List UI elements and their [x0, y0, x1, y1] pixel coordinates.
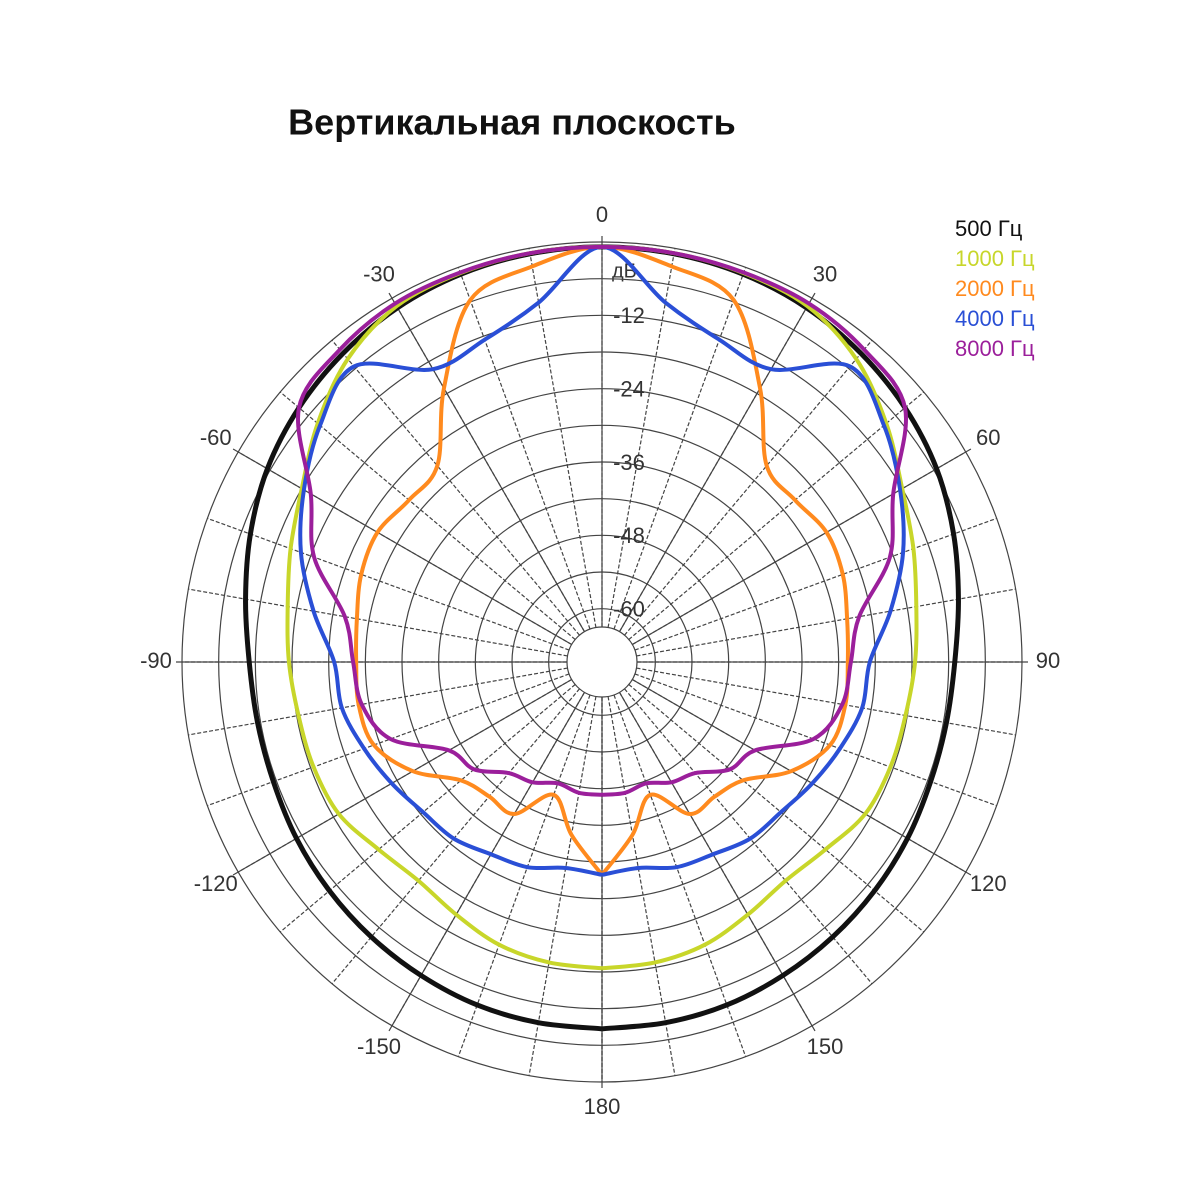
grid-spoke [188, 588, 568, 657]
theta-axis [388, 292, 586, 632]
grid-spoke [279, 684, 576, 933]
inner-circle [566, 626, 638, 698]
grid-spoke [607, 248, 676, 628]
r-tick-label: -60 [613, 596, 645, 621]
grid-spoke [331, 688, 580, 985]
grid-circle [474, 534, 730, 790]
theta-axis [232, 678, 572, 876]
series-line [296, 244, 908, 797]
grid-spoke [188, 667, 568, 736]
grid-spoke [613, 267, 747, 630]
grid-spoke [636, 588, 1016, 657]
theta-tick-label: -120 [194, 871, 238, 896]
grid-spoke [457, 694, 591, 1057]
grid-circle [254, 314, 950, 1010]
chart-title: Вертикальная плоскость [288, 102, 736, 143]
grid-spoke [528, 248, 597, 628]
theta-axis [632, 678, 972, 876]
theta-tick-label: 60 [976, 425, 1000, 450]
legend-entry: 4000 Гц [955, 306, 1035, 331]
theta-tick-label: 0 [596, 202, 608, 227]
theta-tick-label: 120 [970, 871, 1007, 896]
theta-tick-label: -60 [200, 425, 232, 450]
theta-tick-label: 90 [1036, 648, 1060, 673]
legend-entry: 500 Гц [955, 216, 1023, 241]
grid-spoke [628, 684, 925, 933]
theta-axis [232, 448, 572, 646]
theta-tick-label: -150 [357, 1034, 401, 1059]
grid-spoke [607, 696, 676, 1076]
r-tick-label: -12 [613, 303, 645, 328]
theta-tick-label: 180 [584, 1094, 621, 1119]
grid-circle [548, 608, 656, 716]
grid-spoke [279, 391, 576, 640]
theta-tick-label: 150 [807, 1034, 844, 1059]
grid-spoke [634, 517, 997, 651]
grid-spoke [207, 517, 570, 651]
r-tick-label: -24 [613, 376, 645, 401]
theta-axis [632, 448, 972, 646]
grid-spoke [331, 339, 580, 636]
grid-spoke [457, 267, 591, 630]
grid-spoke [628, 391, 925, 640]
theta-tick-label: -90 [140, 648, 172, 673]
r-tick-label: -36 [613, 450, 645, 475]
theta-tick-label: 30 [813, 262, 837, 287]
grid-spoke [624, 688, 873, 985]
grid-spoke [613, 694, 747, 1057]
grid-spoke [636, 667, 1016, 736]
grid-circle [328, 388, 876, 936]
legend-entry: 8000 Гц [955, 336, 1035, 361]
theta-tick-label: -30 [363, 262, 395, 287]
legend-entry: 1000 Гц [955, 246, 1035, 271]
grid-circle [401, 461, 803, 863]
grid-spoke [528, 696, 597, 1076]
grid-spoke [624, 339, 873, 636]
theta-axis [618, 292, 816, 632]
legend-entry: 2000 Гц [955, 276, 1035, 301]
r-tick-label: -48 [613, 523, 645, 548]
